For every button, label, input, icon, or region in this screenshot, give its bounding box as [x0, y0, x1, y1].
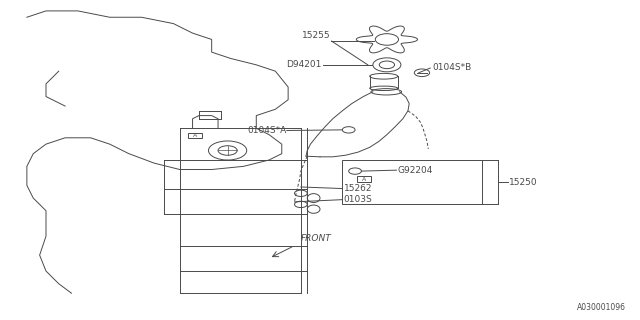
Text: 0104S*B: 0104S*B: [432, 63, 472, 72]
Text: 15255: 15255: [301, 31, 330, 40]
Text: 0104S*A: 0104S*A: [248, 126, 287, 135]
Bar: [357, 177, 371, 182]
Text: A: A: [193, 133, 197, 138]
Bar: [342, 160, 483, 204]
Text: 15262: 15262: [344, 184, 372, 193]
Text: D94201: D94201: [286, 60, 321, 69]
Text: 0103S: 0103S: [344, 195, 372, 204]
Text: A030001096: A030001096: [577, 303, 626, 312]
Text: A: A: [362, 177, 366, 182]
Text: 15250: 15250: [509, 178, 538, 187]
Text: G92204: G92204: [397, 166, 433, 175]
Bar: [188, 133, 202, 139]
Text: FRONT: FRONT: [301, 235, 332, 244]
